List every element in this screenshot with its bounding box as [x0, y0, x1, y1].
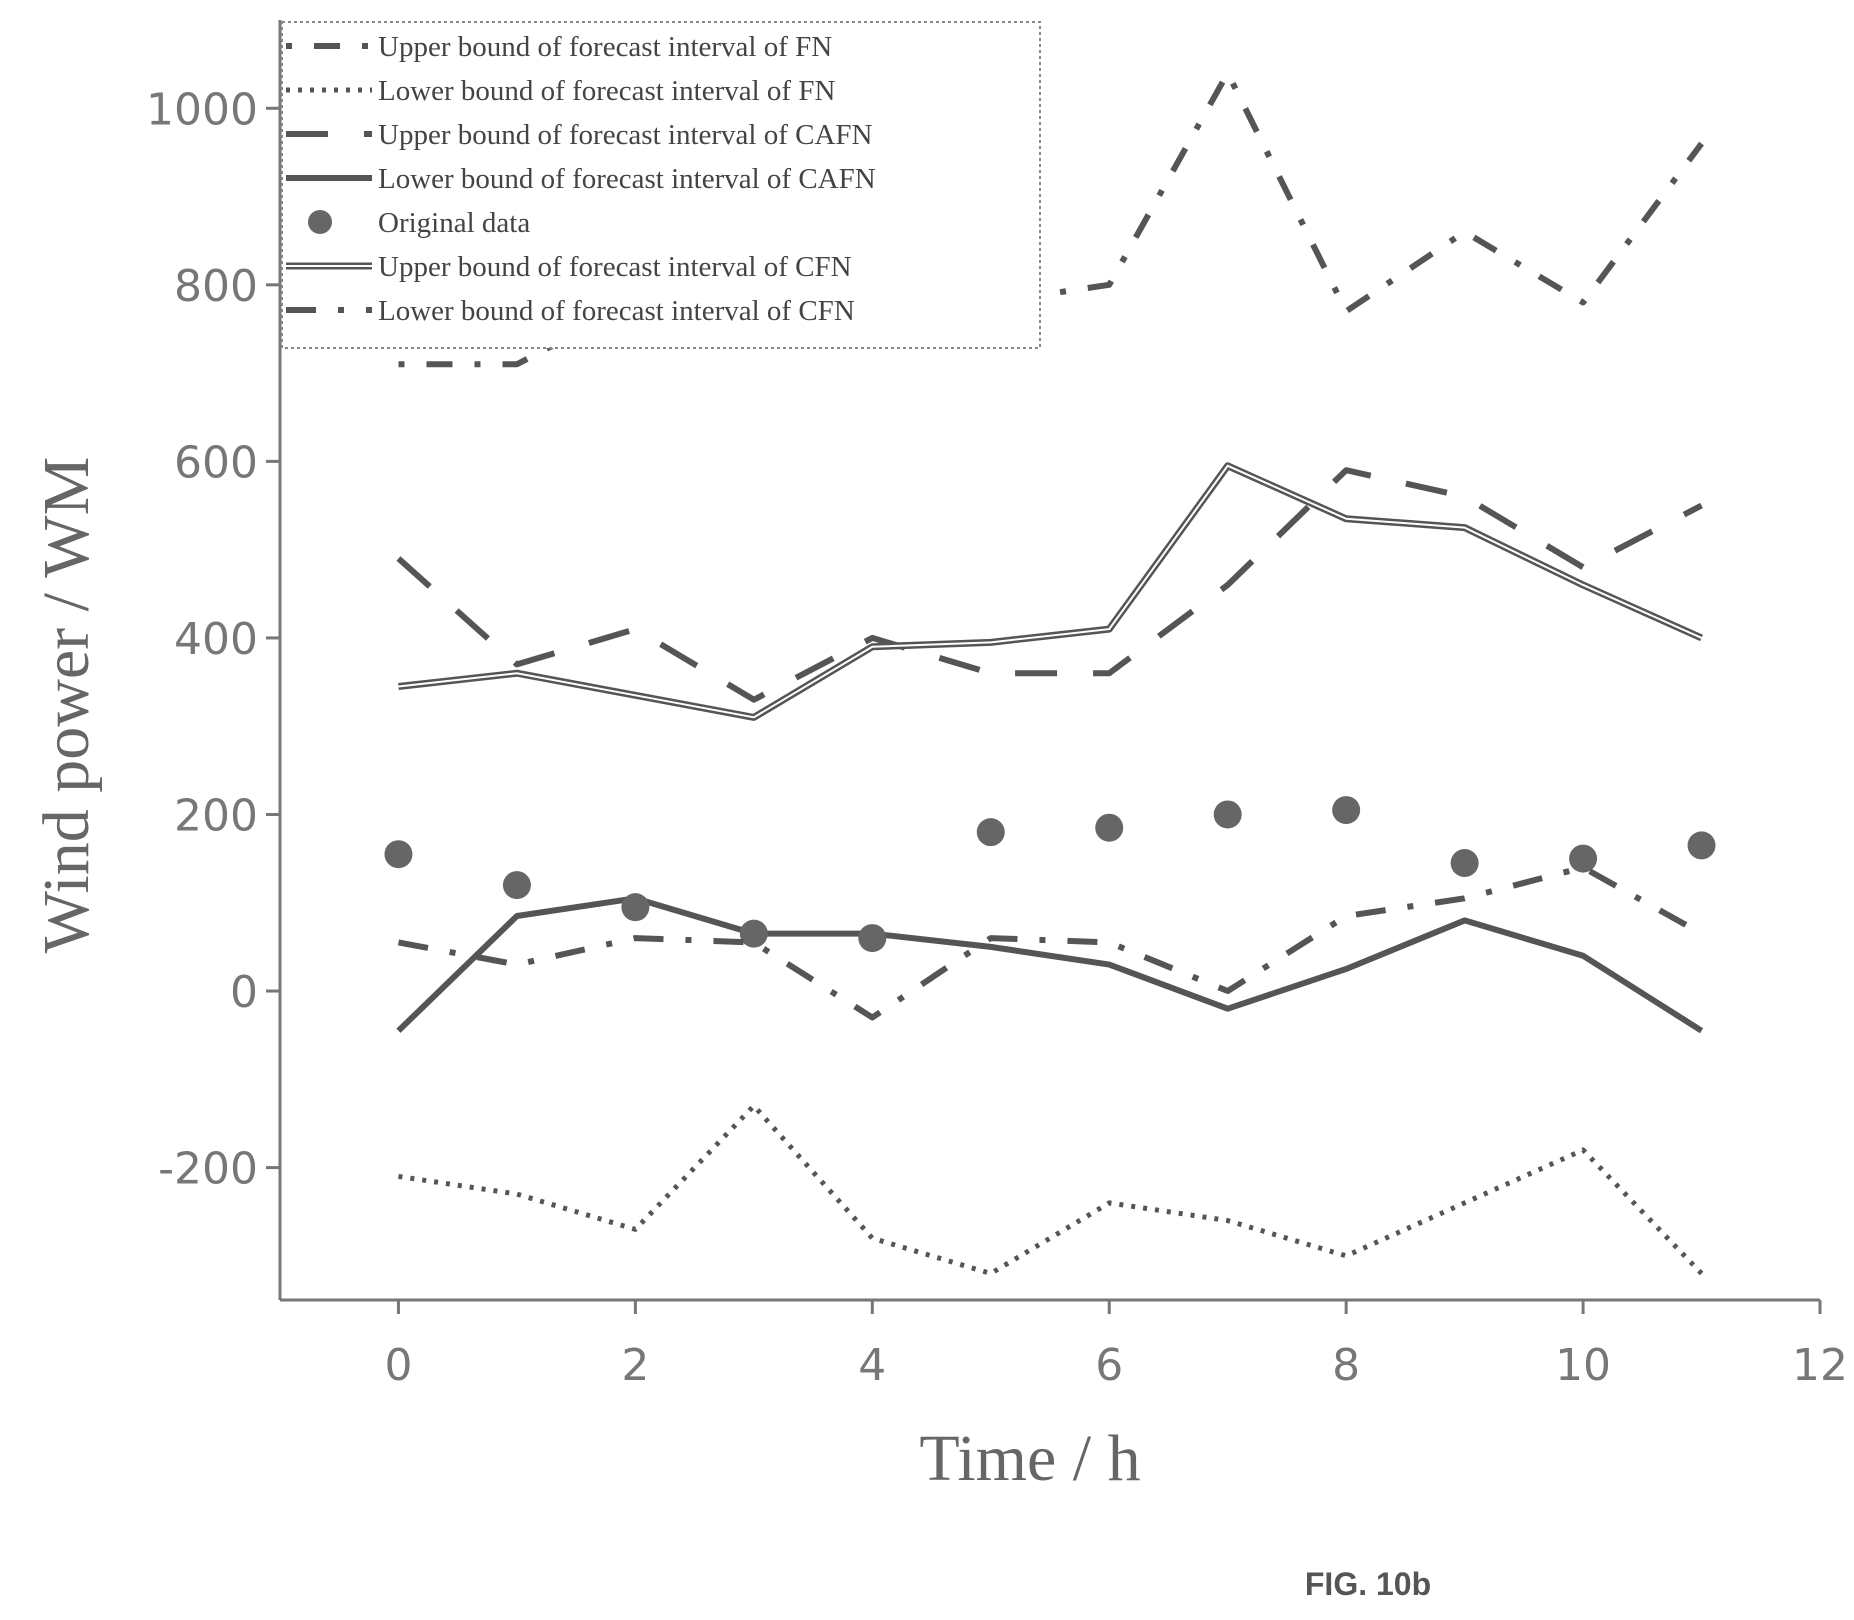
series-line	[398, 462, 1703, 721]
data-point	[1450, 849, 1479, 878]
legend-label: Upper bound of forecast interval of FN	[378, 31, 832, 63]
x-tick-label: 10	[1555, 1340, 1611, 1391]
axes: 0 2 4 6 8 10 12 -200 0 200 400 600 800 1000	[146, 20, 1848, 1391]
legend-entry: Upper bound of forecast interval of CAFN	[286, 119, 873, 151]
series-2	[396, 467, 1703, 703]
x-tick-label: 0	[384, 1340, 412, 1391]
series-3	[396, 895, 1704, 1034]
legend-entry: Lower bound of forecast interval of CFN	[286, 295, 855, 327]
data-point	[1332, 796, 1361, 825]
series-line-inner	[398, 464, 1702, 719]
data-point	[976, 818, 1005, 847]
series-5	[398, 462, 1703, 721]
series-line	[396, 895, 1704, 1034]
x-tick-label: 2	[621, 1340, 649, 1391]
y-axis-title: Wind power / WM	[30, 457, 103, 954]
data-point	[1687, 831, 1716, 860]
x-tick-label: 12	[1792, 1340, 1848, 1391]
data-point	[1569, 844, 1598, 873]
series-line	[396, 467, 1703, 703]
legend-label: Upper bound of forecast interval of CAFN	[378, 119, 873, 151]
data-point	[384, 840, 413, 869]
series-line	[398, 1103, 1704, 1277]
data-point	[621, 893, 650, 922]
x-tick-label: 8	[1332, 1340, 1360, 1391]
y-tick-label: -200	[158, 1144, 258, 1195]
data-point	[739, 919, 768, 948]
series-6	[397, 864, 1704, 1021]
legend-entry: Upper bound of forecast interval of CFN	[286, 251, 852, 283]
x-tick-label: 4	[858, 1340, 886, 1391]
legend-entry: Lower bound of forecast interval of FN	[286, 75, 835, 107]
data-point	[858, 924, 887, 953]
legend: Upper bound of forecast interval of FN Lo…	[281, 21, 1041, 349]
legend-marker	[308, 210, 332, 234]
figure-caption: FIG. 10b	[1305, 1566, 1431, 1602]
legend-label: Lower bound of forecast interval of CFN	[378, 295, 855, 327]
y-tick-label: 200	[174, 790, 258, 841]
legend-entry: Lower bound of forecast interval of CAFN	[286, 163, 876, 195]
y-tick-label: 800	[174, 261, 258, 312]
legend-label: Original data	[378, 207, 530, 239]
y-tick-label: 400	[174, 614, 258, 665]
series-layer	[384, 69, 1716, 1277]
data-point	[502, 871, 531, 900]
legend-label: Lower bound of forecast interval of CAFN	[378, 163, 876, 195]
x-axis-title: Time / h	[919, 1422, 1140, 1495]
data-point	[1095, 813, 1124, 842]
legend-entry: Original data	[308, 207, 530, 239]
series-1	[398, 1103, 1704, 1277]
series-line	[397, 864, 1704, 1021]
legend-box	[281, 21, 1041, 349]
data-point	[1213, 800, 1242, 829]
y-tick-label: 600	[174, 437, 258, 488]
y-tick-label: 1000	[146, 84, 258, 135]
y-tick-label: 0	[230, 967, 258, 1018]
legend-entry: Upper bound of forecast interval of FN	[286, 31, 832, 63]
x-tick-label: 6	[1095, 1340, 1123, 1391]
legend-label: Upper bound of forecast interval of CFN	[378, 251, 852, 283]
series-4	[384, 796, 1716, 953]
legend-label: Lower bound of forecast interval of FN	[378, 75, 835, 107]
